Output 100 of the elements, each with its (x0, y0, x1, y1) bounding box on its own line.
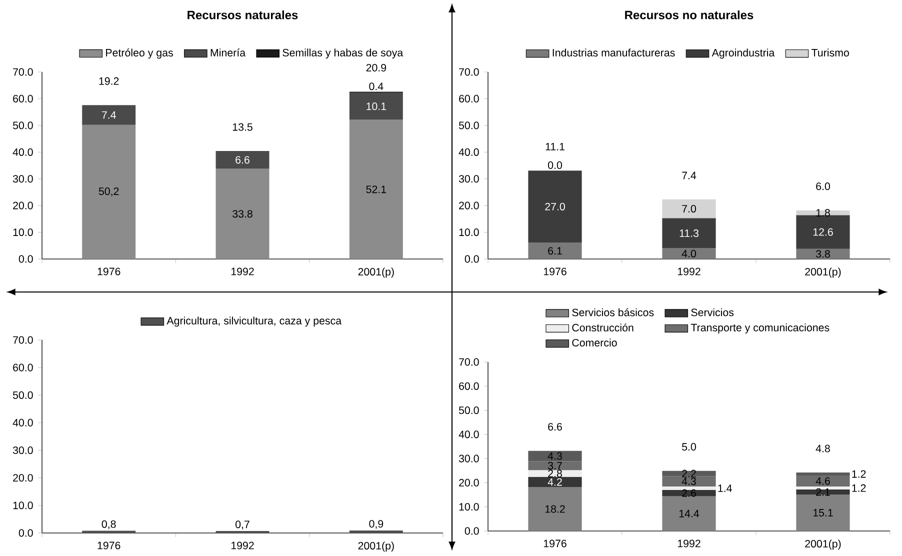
legend-label: Turismo (812, 48, 849, 56)
data-label: 1.8 (816, 208, 830, 217)
data-label: 4.0 (682, 250, 696, 258)
data-label: 27.0 (545, 202, 565, 210)
y-tick-label: 10.0 (459, 503, 479, 511)
bar (216, 168, 270, 259)
y-tick-label: 60.0 (13, 94, 33, 102)
x-tick-label: 2001(p) (805, 268, 841, 278)
x-tick-label: 1976 (98, 268, 120, 276)
bar (662, 470, 716, 476)
x-tick-label: 2001(p) (358, 542, 394, 552)
bar (82, 124, 136, 259)
data-label: 6.1 (548, 247, 562, 255)
bar (796, 475, 850, 487)
y-tick-label: 40.0 (458, 148, 479, 156)
data-label: 3.8 (816, 250, 830, 258)
bar (349, 120, 403, 259)
y-tick-label: 70.0 (459, 358, 479, 366)
y-tick-label: 50.0 (12, 391, 33, 399)
annotation: 4.8 (816, 444, 830, 452)
x-tick-label: 2001(p) (805, 540, 841, 550)
data-label: 7.4 (102, 111, 116, 119)
y-tick-label: 60.0 (13, 364, 33, 372)
bar (796, 486, 850, 490)
y-tick-label: 20.0 (459, 202, 479, 210)
bar (662, 490, 716, 496)
data-label: 7.0 (682, 204, 696, 213)
data-label: 2.8 (548, 470, 562, 478)
y-tick-label: 50.0 (12, 122, 33, 130)
data-label: 10.1 (366, 102, 386, 110)
y-tick-label: 0.0 (464, 255, 479, 263)
chart-title: Recursos naturales (188, 10, 298, 20)
x-tick-label: 2001(p) (358, 268, 394, 278)
bar (662, 476, 716, 487)
legend-label: Semillas y habas de soya (282, 48, 404, 59)
legend-label: Agroindustria (712, 48, 775, 59)
annotation: 11.1 (546, 142, 564, 150)
y-tick-label: 60.0 (459, 382, 479, 390)
bar (796, 472, 850, 476)
data-label: 1.4 (718, 484, 732, 492)
y-tick-label: 20.0 (13, 474, 33, 482)
annotation: 19.2 (99, 77, 119, 85)
data-label: 4.3 (682, 478, 696, 486)
bar (528, 450, 582, 462)
bar (796, 494, 850, 531)
bar (662, 218, 716, 248)
bar (796, 248, 850, 259)
data-label: 3.7 (548, 462, 562, 470)
bar (662, 199, 716, 218)
data-label: 1.2 (852, 470, 866, 478)
bar (662, 496, 716, 531)
x-tick-label: 1992 (678, 540, 700, 548)
y-tick-label: 30.0 (12, 175, 33, 183)
y-tick-label: 30.0 (458, 175, 479, 183)
bar (528, 476, 582, 488)
chart-title: Recursos no naturales (625, 10, 754, 20)
data-label: 12.6 (813, 228, 833, 236)
legend-label: Comercio (572, 338, 617, 346)
y-tick-label: 40.0 (12, 148, 33, 156)
bar (796, 215, 850, 249)
x-tick-label: 1992 (678, 268, 700, 276)
data-label: 0.4 (369, 82, 384, 90)
y-tick-label: 0.0 (464, 527, 479, 535)
y-tick-label: 50.0 (458, 406, 479, 414)
data-label: 6.6 (236, 156, 250, 164)
bar (528, 170, 582, 243)
bar (349, 92, 403, 120)
data-label: 2.6 (682, 489, 696, 497)
data-label: 11.3 (680, 229, 699, 237)
data-label: 0.0 (548, 161, 562, 169)
legend-label: Servicios básicos (572, 308, 654, 316)
legend-label: Industrias manufactureras (552, 48, 675, 56)
legend-label: Agricultura, silvicultura, caza y pesca (166, 316, 342, 327)
y-tick-label: 0.0 (18, 529, 33, 537)
annotation: 6.6 (548, 422, 562, 431)
bar (82, 105, 136, 125)
data-label: 2.1 (816, 488, 830, 496)
y-tick-label: 10.0 (13, 228, 33, 236)
y-tick-label: 10.0 (459, 228, 479, 236)
text: 20.9 (366, 64, 386, 72)
bar (796, 489, 850, 494)
y-tick-label: 30.0 (12, 446, 33, 454)
data-label: 14.4 (679, 510, 700, 518)
bar (216, 151, 270, 169)
y-tick-label: 70.0 (459, 68, 479, 76)
data-label: 4.6 (816, 477, 830, 485)
x-tick-label: 1992 (231, 268, 254, 276)
annotation: 7.4 (682, 172, 696, 180)
legend-label: Minería (210, 48, 246, 56)
annotation: 6.0 (816, 182, 830, 190)
data-label: 0,8 (102, 520, 116, 530)
y-tick-label: 20.0 (13, 202, 33, 210)
y-tick-label: 20.0 (459, 478, 479, 486)
bar (528, 487, 582, 531)
y-tick-label: 30.0 (458, 454, 479, 462)
annotation: 13.5 (232, 123, 252, 131)
y-tick-label: 40.0 (12, 418, 33, 426)
legend-label: Transporte y comunicaciones (690, 324, 830, 334)
x-tick-label: 1976 (98, 542, 120, 550)
data-label: 15.1 (813, 509, 833, 516)
